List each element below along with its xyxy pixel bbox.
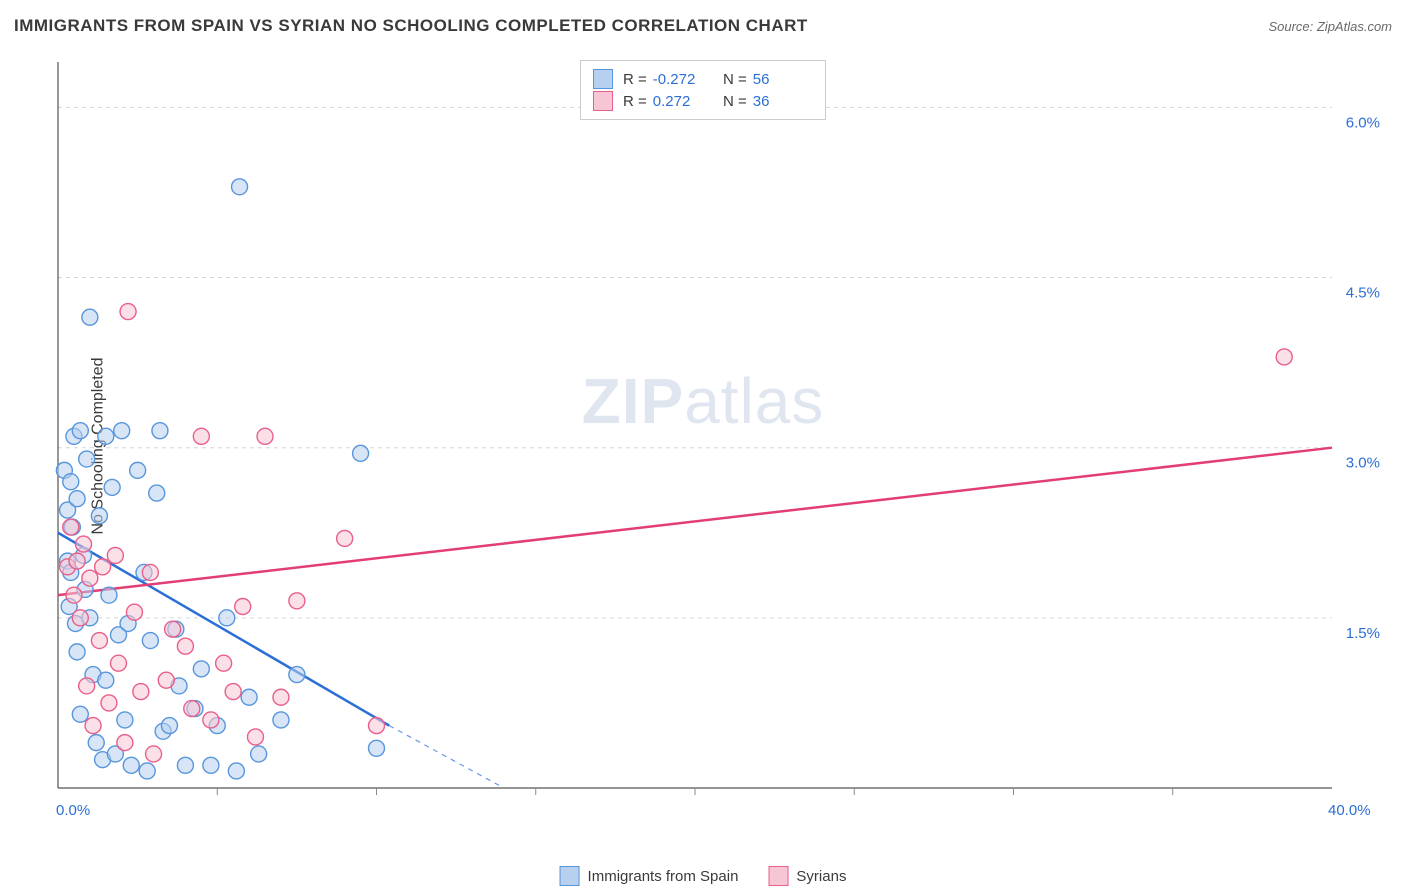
legend-stats-row-1: R = 0.272 N = 36: [593, 91, 813, 111]
svg-text:1.5%: 1.5%: [1346, 625, 1380, 642]
legend-item-spain: Immigrants from Spain: [560, 866, 739, 886]
svg-text:4.5%: 4.5%: [1346, 285, 1380, 302]
plot-container: 1.5% 3.0% 4.5% 6.0%: [50, 54, 1390, 824]
scatter-plot: 1.5% 3.0% 4.5% 6.0%: [50, 54, 1390, 824]
r-value-0: -0.272: [653, 71, 696, 88]
r-value-1: 0.272: [653, 93, 691, 110]
legend-series: Immigrants from Spain Syrians: [560, 866, 847, 886]
legend-swatch-syrians: [768, 866, 788, 886]
source-label: Source: ZipAtlas.com: [1268, 19, 1392, 34]
r-label: R =: [623, 93, 647, 110]
n-label: N =: [723, 93, 747, 110]
legend-label-syrians: Syrians: [796, 868, 846, 885]
n-value-1: 36: [753, 93, 770, 110]
legend-stats: R = -0.272 N = 56 R = 0.272 N = 36: [580, 60, 826, 120]
legend-item-syrians: Syrians: [768, 866, 846, 886]
x-axis-end-label: 40.0%: [1328, 802, 1371, 819]
legend-stats-row-0: R = -0.272 N = 56: [593, 69, 813, 89]
svg-text:3.0%: 3.0%: [1346, 455, 1380, 472]
svg-text:6.0%: 6.0%: [1346, 114, 1380, 131]
legend-swatch-syrians: [593, 91, 613, 111]
legend-swatch-spain: [593, 69, 613, 89]
legend-label-spain: Immigrants from Spain: [588, 868, 739, 885]
r-label: R =: [623, 71, 647, 88]
chart-title: IMMIGRANTS FROM SPAIN VS SYRIAN NO SCHOO…: [14, 16, 808, 36]
n-label: N =: [723, 71, 747, 88]
legend-swatch-spain: [560, 866, 580, 886]
n-value-0: 56: [753, 71, 770, 88]
x-axis-start-label: 0.0%: [56, 802, 90, 819]
